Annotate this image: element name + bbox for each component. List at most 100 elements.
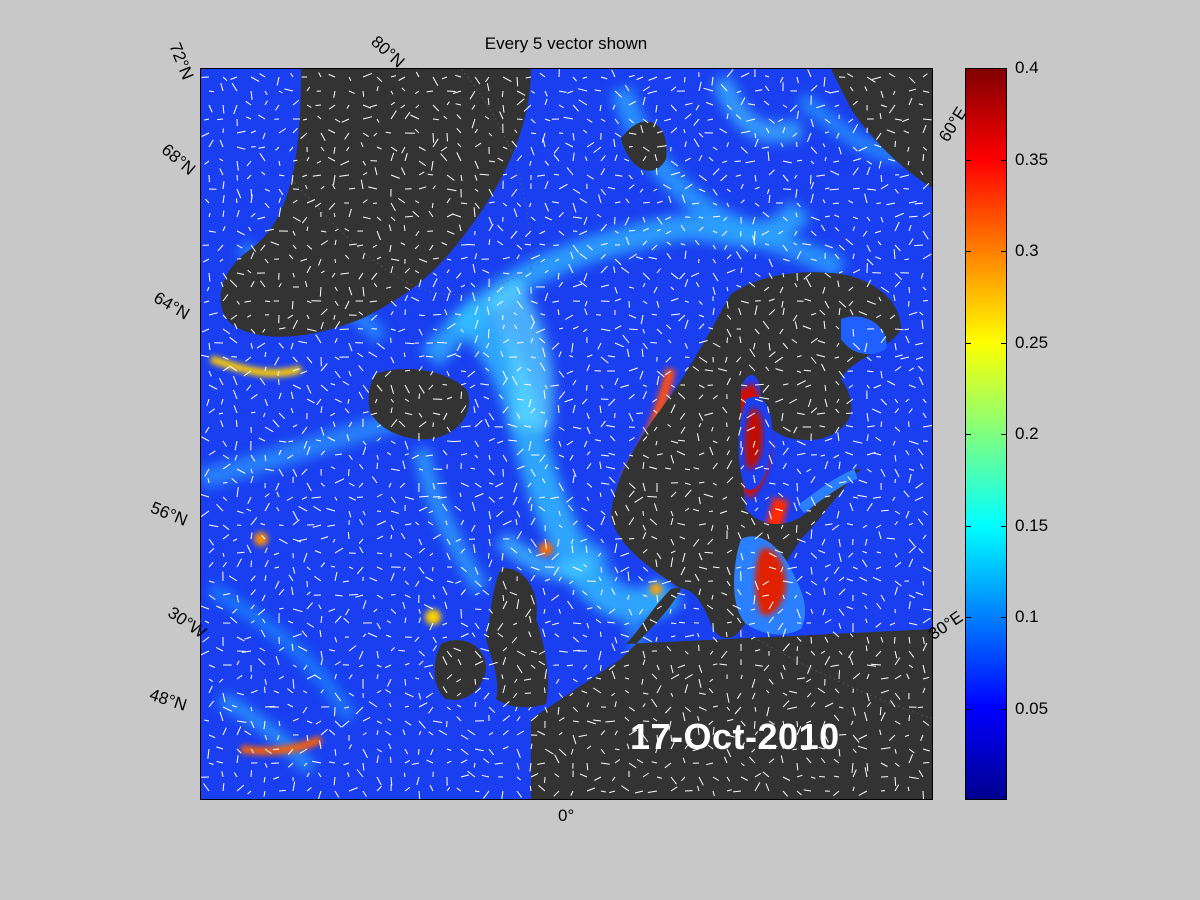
current-vector bbox=[482, 677, 490, 680]
current-vector bbox=[597, 342, 602, 350]
current-vector bbox=[502, 377, 509, 386]
current-vector bbox=[236, 160, 239, 171]
current-vector bbox=[735, 174, 742, 177]
current-vector bbox=[642, 146, 650, 152]
current-vector bbox=[373, 132, 378, 137]
current-vector bbox=[292, 678, 295, 689]
current-vector bbox=[487, 98, 490, 106]
current-vector bbox=[796, 412, 805, 415]
current-vector bbox=[530, 773, 539, 778]
current-vector bbox=[740, 510, 749, 514]
current-vector bbox=[474, 650, 482, 659]
current-vector bbox=[796, 468, 802, 475]
current-vector bbox=[905, 510, 910, 519]
current-vector bbox=[711, 426, 714, 432]
current-vector bbox=[398, 76, 406, 81]
current-vector bbox=[222, 314, 227, 320]
current-vector bbox=[810, 496, 816, 507]
current-vector bbox=[782, 643, 790, 652]
current-vector bbox=[291, 174, 294, 185]
current-vector bbox=[557, 706, 560, 715]
current-vector bbox=[819, 425, 826, 428]
current-vector bbox=[847, 476, 854, 484]
current-vector bbox=[880, 636, 884, 643]
current-vector bbox=[497, 632, 504, 638]
current-vector bbox=[879, 706, 882, 716]
current-vector bbox=[277, 734, 280, 740]
current-vector bbox=[655, 748, 658, 754]
current-vector bbox=[373, 283, 378, 288]
current-vector bbox=[247, 314, 252, 318]
current-vector bbox=[740, 146, 748, 154]
current-vector bbox=[244, 636, 252, 640]
current-vector bbox=[858, 734, 868, 740]
current-vector bbox=[684, 489, 692, 498]
current-vector bbox=[530, 90, 536, 94]
current-vector bbox=[915, 591, 924, 596]
current-vector bbox=[537, 762, 546, 765]
current-vector bbox=[568, 264, 574, 274]
current-vector bbox=[582, 634, 588, 638]
current-vector bbox=[258, 437, 266, 442]
current-vector bbox=[250, 244, 257, 252]
current-vector bbox=[829, 90, 840, 94]
continental-europe bbox=[531, 629, 932, 799]
current-vector bbox=[460, 589, 466, 596]
current-vector bbox=[650, 341, 658, 344]
current-vector bbox=[359, 546, 364, 554]
current-vector bbox=[516, 366, 522, 372]
current-vector bbox=[216, 746, 224, 750]
current-vector bbox=[376, 256, 382, 260]
current-vector bbox=[300, 370, 308, 375]
current-vector bbox=[726, 524, 729, 530]
current-vector bbox=[219, 258, 224, 263]
current-vector bbox=[222, 272, 228, 280]
current-vector bbox=[516, 664, 523, 674]
current-vector bbox=[642, 283, 646, 288]
current-vector bbox=[460, 382, 467, 386]
current-vector bbox=[677, 592, 686, 596]
current-vector bbox=[862, 550, 868, 554]
current-vector bbox=[681, 194, 686, 204]
current-vector bbox=[339, 328, 350, 330]
current-vector bbox=[834, 214, 840, 218]
current-vector bbox=[429, 552, 434, 557]
current-vector bbox=[834, 426, 840, 434]
current-vector bbox=[362, 132, 369, 138]
current-vector bbox=[838, 552, 842, 563]
current-vector bbox=[474, 319, 479, 330]
current-vector bbox=[761, 230, 770, 236]
current-vector bbox=[250, 770, 252, 778]
current-vector bbox=[264, 560, 269, 568]
current-vector bbox=[538, 506, 546, 512]
current-vector bbox=[835, 381, 840, 386]
current-vector bbox=[509, 591, 518, 596]
current-vector bbox=[569, 692, 574, 697]
current-vector bbox=[712, 566, 720, 569]
current-vector bbox=[376, 622, 381, 630]
current-vector bbox=[452, 90, 462, 94]
current-vector bbox=[656, 370, 665, 378]
iceland bbox=[368, 369, 470, 440]
current-vector bbox=[208, 664, 216, 669]
current-vector bbox=[404, 692, 414, 698]
current-vector bbox=[482, 790, 490, 799]
current-vector bbox=[544, 118, 551, 122]
current-vector bbox=[474, 687, 482, 694]
current-vector bbox=[754, 398, 763, 402]
current-vector bbox=[474, 335, 479, 344]
current-vector bbox=[376, 86, 379, 92]
current-vector bbox=[782, 776, 791, 782]
current-vector bbox=[918, 103, 924, 106]
current-vector bbox=[399, 482, 406, 489]
current-vector bbox=[608, 608, 616, 614]
current-vector bbox=[516, 254, 520, 260]
current-vector bbox=[292, 664, 297, 668]
current-vector bbox=[638, 608, 644, 615]
current-vector bbox=[894, 140, 896, 148]
current-vector bbox=[316, 398, 322, 406]
current-vector bbox=[600, 510, 606, 516]
current-vector bbox=[894, 188, 899, 194]
current-vector bbox=[754, 328, 760, 335]
current-vector bbox=[554, 258, 560, 262]
